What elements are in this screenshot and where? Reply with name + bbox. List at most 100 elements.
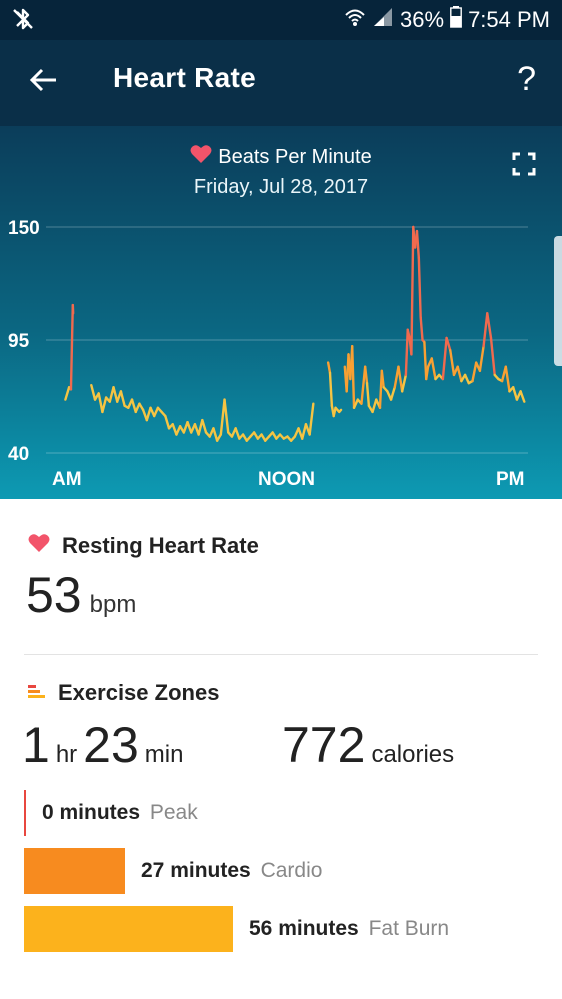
heart-rate-line-segment (212, 427, 219, 442)
heart-rate-line-segment (301, 423, 308, 440)
heart-rate-line-segment (417, 256, 422, 319)
heart-rate-line-segment (441, 336, 448, 381)
heart-rate-line-segment (219, 398, 226, 436)
heart-rate-line-segment (134, 402, 141, 414)
duration-minutes-unit: min (144, 741, 184, 768)
calories-unit: calories (371, 741, 455, 768)
status-bar: 36% 7:54 PM (0, 0, 562, 40)
heart-rate-line-segment (519, 390, 526, 403)
heart-rate-line-segment (511, 386, 519, 401)
zone-bar-cardio (24, 848, 125, 894)
heart-rate-line-segment (423, 340, 428, 381)
resting-bpm-number: 53 (26, 567, 82, 623)
heart-rate-line-segment (371, 398, 378, 414)
chart-title: Beats Per Minute (218, 145, 372, 168)
chart-plot: 150 95 40 AM NOON PM (8, 218, 528, 490)
heart-icon (28, 533, 50, 559)
heart-rate-line-segment (90, 384, 97, 401)
zone-name-peak: Peak (149, 801, 198, 824)
heart-rate-line-segment (352, 398, 359, 409)
heart-rate-line-segment (223, 398, 230, 434)
heart-rate-line-segment (130, 398, 137, 414)
app-bar: Heart Rate ? (0, 40, 562, 126)
heart-rate-line-segment (415, 229, 421, 260)
heart-rate-line-segment (201, 418, 208, 434)
resting-heart-rate-value: 53 bpm (26, 566, 136, 624)
x-tick-label: PM (496, 469, 525, 490)
divider (24, 654, 538, 655)
duration-hours: 1 (22, 717, 50, 773)
zone-label-cardio: 27 minutes Cardio (141, 859, 322, 883)
heart-rate-line-segment (186, 420, 193, 434)
heart-rate-line-segment (328, 371, 334, 407)
back-arrow-icon[interactable] (26, 62, 62, 98)
heart-rate-line-segment (456, 365, 463, 383)
heart-rate-line-segment (365, 381, 371, 407)
heart-rate-line-segment (380, 369, 385, 389)
zone-minutes-peak: 0 minutes (42, 801, 141, 824)
bluetooth-off-icon (10, 6, 36, 38)
heart-rate-line-segment (389, 386, 396, 401)
heart-rate-line-segment (445, 336, 452, 352)
heart-rate-line-segment (101, 396, 108, 414)
y-tick-label: 40 (8, 444, 29, 465)
heart-rate-line-segment (363, 365, 369, 385)
heart-rate-line-segment (153, 406, 160, 418)
heart-icon (190, 144, 212, 170)
heart-rate-line-segment (308, 402, 315, 436)
resting-heart-rate-title: Resting Heart Rate (62, 533, 259, 558)
heart-rate-line-segment (338, 408, 343, 414)
calories-value: 772 (282, 717, 366, 773)
duration-minutes: 23 (83, 717, 139, 773)
x-tick-label: NOON (258, 469, 315, 490)
exercise-zones-title: Exercise Zones (58, 680, 220, 705)
zone-minutes-cardio: 27 minutes (141, 859, 251, 882)
heart-rate-line-segment (360, 365, 367, 405)
zone-bar-peak (24, 790, 26, 836)
heart-rate-line-segment (486, 312, 493, 340)
help-icon[interactable]: ? (517, 60, 536, 98)
zone-row-fat-burn: 56 minutes Fat Burn (24, 906, 449, 952)
fullscreen-icon[interactable] (512, 152, 536, 176)
heart-rate-line-segment (112, 386, 119, 403)
y-tick-label: 150 (8, 218, 40, 239)
heart-rate-line-segment (406, 328, 411, 340)
heart-rate-line-segment (478, 344, 485, 373)
heart-rate-line-segment (410, 225, 415, 356)
heart-rate-line-segment (326, 361, 332, 375)
resting-heart-rate-header: Resting Heart Rate (28, 533, 259, 559)
heart-rate-line-segment (197, 418, 204, 436)
zone-label-peak: 0 minutes Peak (42, 801, 198, 825)
heart-rate-line-segment (119, 390, 126, 407)
battery-percent: 36% (400, 7, 445, 32)
heart-rate-line-segment (471, 361, 478, 383)
heart-rate-line-segment (482, 312, 489, 348)
heart-rate-line-segment (430, 357, 437, 381)
y-tick-label: 95 (8, 331, 30, 352)
resting-bpm-unit: bpm (89, 591, 137, 618)
heart-rate-line-segment (449, 349, 456, 377)
x-tick-label: AM (52, 469, 82, 490)
heart-rate-line-segment (425, 365, 430, 381)
scroll-handle[interactable] (554, 236, 562, 366)
heart-rate-line-segment (404, 328, 409, 377)
heart-rate-line-segment (171, 423, 178, 436)
zone-name-cardio: Cardio (260, 859, 323, 882)
zone-row-cardio: 27 minutes Cardio (24, 848, 322, 894)
heart-rate-line-segment (164, 414, 171, 430)
exercise-zones-header: Exercise Zones (28, 680, 219, 706)
duration-hours-unit: hr (55, 741, 78, 768)
heart-rate-chart: Beats Per Minute Friday, Jul 28, 2017 15… (0, 126, 562, 499)
zone-minutes-fat-burn: 56 minutes (249, 917, 359, 940)
zone-bar-fat-burn (24, 906, 233, 952)
chart-date: Friday, Jul 28, 2017 (193, 176, 369, 198)
heart-rate-line-segment (234, 427, 241, 440)
page-title: Heart Rate (113, 62, 257, 93)
heart-rate-line-segment (64, 386, 71, 401)
clock: 7:54 PM (468, 7, 550, 32)
exercise-duration: 1 hr 23 min (22, 716, 189, 774)
zone-row-peak: 0 minutes Peak (24, 790, 198, 836)
heart-rate-line-segment (419, 316, 424, 342)
wifi-icon (344, 6, 366, 34)
heart-rate-line-segment (463, 373, 470, 385)
